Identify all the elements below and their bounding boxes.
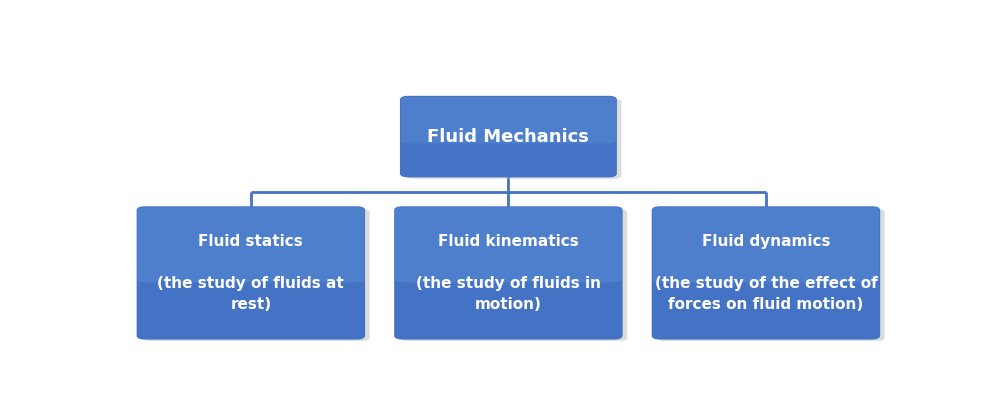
FancyBboxPatch shape xyxy=(658,209,885,341)
FancyBboxPatch shape xyxy=(138,207,364,282)
FancyBboxPatch shape xyxy=(401,96,616,177)
Text: Fluid kinematics

(the study of fluids in
motion): Fluid kinematics (the study of fluids in… xyxy=(416,234,601,312)
Text: Fluid Mechanics: Fluid Mechanics xyxy=(428,127,589,146)
Text: Fluid statics

(the study of fluids at
rest): Fluid statics (the study of fluids at re… xyxy=(158,234,344,312)
FancyBboxPatch shape xyxy=(401,96,616,143)
FancyBboxPatch shape xyxy=(653,207,879,282)
FancyBboxPatch shape xyxy=(395,207,622,339)
FancyBboxPatch shape xyxy=(406,99,621,179)
FancyBboxPatch shape xyxy=(143,209,370,341)
FancyBboxPatch shape xyxy=(395,207,622,282)
Text: Fluid dynamics

(the study of the effect of
forces on fluid motion): Fluid dynamics (the study of the effect … xyxy=(655,234,877,312)
FancyBboxPatch shape xyxy=(653,207,879,339)
FancyBboxPatch shape xyxy=(138,207,364,339)
FancyBboxPatch shape xyxy=(401,209,627,341)
